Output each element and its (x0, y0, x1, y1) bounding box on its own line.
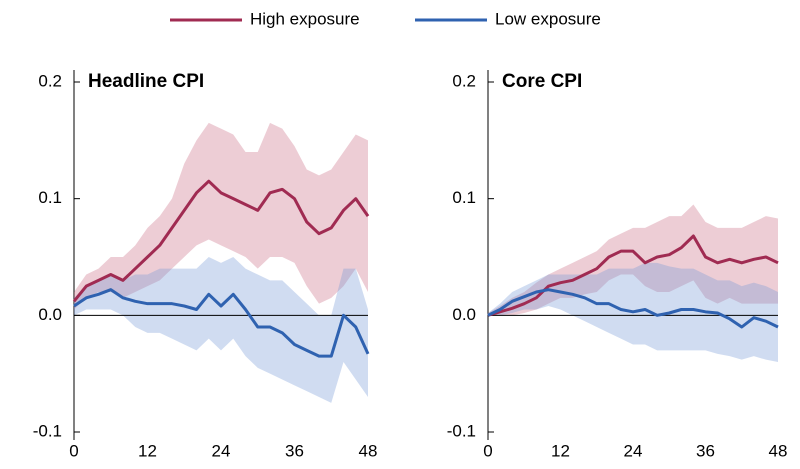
confidence-band (74, 257, 368, 403)
y-tick-label: 0.0 (452, 305, 476, 324)
x-tick-label: 36 (285, 441, 304, 460)
y-tick-label: 0.0 (38, 305, 62, 324)
x-tick-label: 24 (624, 441, 643, 460)
panel-title: Core CPI (502, 71, 582, 92)
x-tick-label: 48 (359, 441, 378, 460)
x-tick-label: 0 (69, 441, 78, 460)
x-tick-label: 48 (769, 441, 788, 460)
legend-label: High exposure (250, 9, 360, 28)
panel-title: Headline CPI (88, 71, 204, 92)
series-line (73, 288, 370, 358)
series-line (487, 288, 779, 329)
series-line (72, 179, 370, 303)
y-tick-label: 0.2 (38, 71, 62, 90)
confidence-band (488, 204, 778, 316)
confidence-band (74, 122, 368, 310)
legend-label: Low exposure (495, 9, 601, 28)
x-tick-label: 24 (212, 441, 231, 460)
y-tick-label: -0.1 (33, 421, 62, 440)
y-tick-label: 0.1 (452, 188, 476, 207)
series-line (487, 234, 779, 317)
y-tick-label: 0.2 (452, 71, 476, 90)
y-tick-label: 0.1 (38, 188, 62, 207)
x-tick-label: 0 (483, 441, 492, 460)
y-tick-label: -0.1 (447, 421, 476, 440)
x-tick-label: 12 (138, 441, 157, 460)
x-tick-label: 36 (696, 441, 715, 460)
x-tick-label: 12 (551, 441, 570, 460)
